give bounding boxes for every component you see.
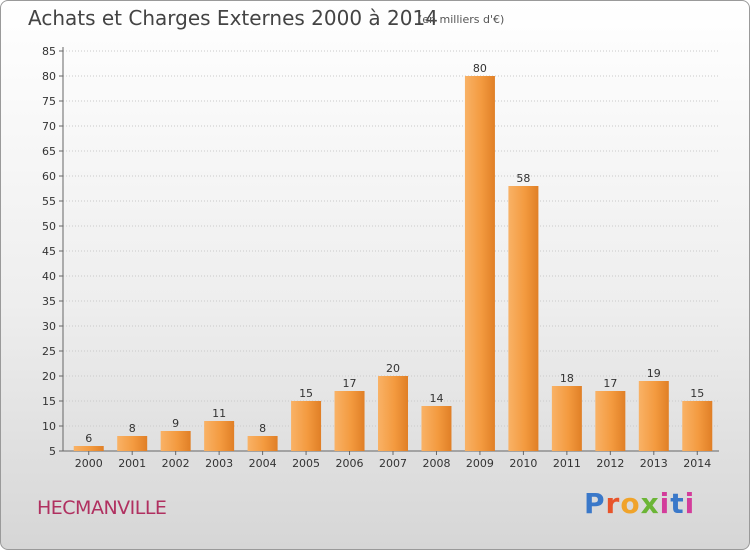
bar-2014	[682, 401, 713, 451]
proxiti-logo[interactable]: Proxiti	[584, 487, 696, 520]
y-tick-label: 10	[42, 420, 56, 433]
bar-2002	[160, 431, 191, 451]
labels: 5 10 15 20 25 30 35 40 45 50 55 60 65 70 75 80 85 6 2000 8 2…	[42, 45, 711, 470]
bar-2009	[464, 76, 495, 451]
data-label: 17	[343, 377, 357, 390]
x-tick-label: 2006	[336, 457, 364, 470]
x-tick-label: 2007	[379, 457, 407, 470]
y-tick-label: 75	[42, 95, 56, 108]
data-label: 19	[647, 367, 661, 380]
chart-unit-note: (en milliers d'€)	[418, 13, 505, 26]
bar-2004	[247, 436, 278, 451]
bars	[73, 76, 713, 451]
y-tick-label: 65	[42, 145, 56, 158]
data-label: 17	[603, 377, 617, 390]
x-tick-label: 2008	[422, 457, 450, 470]
y-tick-label: 70	[42, 120, 56, 133]
bar-2013	[638, 381, 669, 451]
data-label: 14	[429, 392, 443, 405]
y-tick-label: 50	[42, 220, 56, 233]
y-tick-label: 45	[42, 245, 56, 258]
x-tick-label: 2012	[596, 457, 624, 470]
x-tick-label: 2010	[509, 457, 537, 470]
x-tick-label: 2004	[249, 457, 277, 470]
x-tick-label: 2002	[162, 457, 190, 470]
y-tick-label: 20	[42, 370, 56, 383]
x-tick-label: 2013	[640, 457, 668, 470]
y-tick-label: 60	[42, 170, 56, 183]
data-label: 15	[299, 387, 313, 400]
bar-2011	[551, 386, 582, 451]
data-label: 80	[473, 62, 487, 75]
y-tick-label: 40	[42, 270, 56, 283]
bar-2007	[378, 376, 408, 451]
y-tick-label: 55	[42, 195, 56, 208]
bar-2001	[117, 436, 148, 451]
x-tick-label: 2003	[205, 457, 233, 470]
x-tick-label: 2001	[118, 457, 146, 470]
y-tick-label: 35	[42, 295, 56, 308]
x-tick-label: 2011	[553, 457, 581, 470]
data-label: 6	[85, 432, 92, 445]
x-tick-label: 2009	[466, 457, 494, 470]
bar-2000	[73, 446, 104, 451]
bar-2005	[291, 401, 322, 451]
chart-title: Achats et Charges Externes 2000 à 2014	[28, 6, 438, 30]
bar-2012	[595, 391, 626, 451]
y-tick-label: 25	[42, 345, 56, 358]
data-label: 18	[560, 372, 574, 385]
data-label: 11	[212, 407, 226, 420]
data-label: 8	[129, 422, 136, 435]
bar-2006	[334, 391, 365, 451]
y-tick-label: 80	[42, 70, 56, 83]
bar-2008	[421, 406, 452, 451]
bar-2010	[508, 186, 539, 451]
y-tick-label: 85	[42, 45, 56, 58]
y-tick-label: 30	[42, 320, 56, 333]
data-label: 15	[690, 387, 704, 400]
x-tick-label: 2005	[292, 457, 320, 470]
data-label: 8	[259, 422, 266, 435]
y-tick-label: 15	[42, 395, 56, 408]
y-tick-label: 5	[49, 445, 56, 458]
bar-2003	[204, 421, 235, 451]
data-label: 58	[516, 172, 530, 185]
x-tick-label: 2014	[683, 457, 711, 470]
data-label: 9	[172, 417, 179, 430]
x-tick-label: 2000	[75, 457, 103, 470]
commune-name: HECMANVILLE	[37, 497, 167, 519]
data-label: 20	[386, 362, 400, 375]
